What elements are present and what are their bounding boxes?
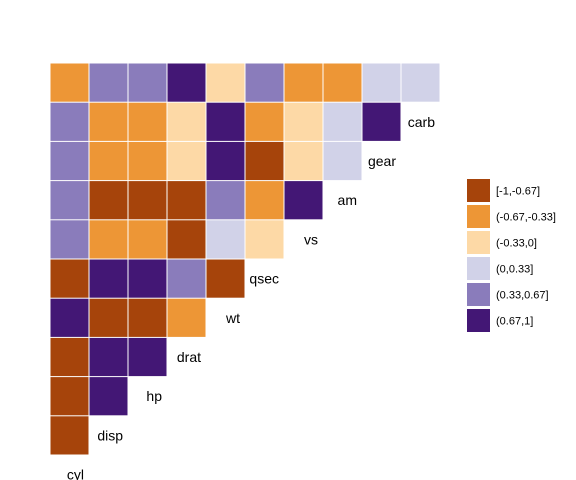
heatmap-cell-cyl-mpg xyxy=(50,416,89,455)
heatmap-cells xyxy=(50,63,440,455)
heatmap-cell-carb-mpg xyxy=(50,63,89,102)
variable-label-qsec: qsec xyxy=(249,271,279,287)
heatmap-cell-carb-drat xyxy=(206,63,245,102)
heatmap-cell-gear-wt xyxy=(245,102,284,141)
heatmap-cell-vs-wt xyxy=(245,181,284,220)
heatmap-cell-carb-gear xyxy=(401,63,440,102)
heatmap-cell-disp-cyl xyxy=(89,377,128,416)
legend-swatch-4 xyxy=(467,283,490,306)
heatmap-cell-vs-disp xyxy=(128,181,167,220)
heatmap-cell-hp-cyl xyxy=(89,337,128,377)
variable-label-am: am xyxy=(338,192,357,208)
heatmap-cell-gear-hp xyxy=(167,102,206,141)
heatmap-cell-gear-cyl xyxy=(89,102,128,141)
heatmap-cell-am-hp xyxy=(167,141,206,181)
legend-swatch-5 xyxy=(467,309,490,332)
heatmap-cell-disp-mpg xyxy=(50,377,89,416)
heatmap-cell-wt-disp xyxy=(128,259,167,298)
variable-label-carb: carb xyxy=(408,114,435,130)
heatmap-cell-carb-cyl xyxy=(89,63,128,102)
heatmap-cell-gear-qsec xyxy=(284,102,323,141)
heatmap-cell-qsec-drat xyxy=(206,220,245,259)
heatmap-cell-gear-disp xyxy=(128,102,167,141)
heatmap-cell-wt-mpg xyxy=(50,259,89,298)
heatmap-cell-qsec-wt xyxy=(245,220,284,259)
heatmap-cell-vs-mpg xyxy=(50,181,89,220)
heatmap-cell-carb-disp xyxy=(128,63,167,102)
heatmap-cell-qsec-mpg xyxy=(50,220,89,259)
heatmap-cell-am-vs xyxy=(323,141,362,181)
legend-label-1: (-0.67,-0.33] xyxy=(496,212,556,224)
legend-label-3: (0,0.33] xyxy=(496,264,533,276)
heatmap-cell-carb-qsec xyxy=(284,63,323,102)
legend-swatch-0 xyxy=(467,179,490,202)
legend: [-1,-0.67] (-0.67,-0.33] (-0.33,0] (0,0.33]… xyxy=(467,179,556,332)
variable-label-drat: drat xyxy=(177,349,201,365)
heatmap-cell-am-wt xyxy=(245,141,284,181)
heatmap-cell-hp-disp xyxy=(128,337,167,377)
heatmap-cell-qsec-cyl xyxy=(89,220,128,259)
heatmap-cell-carb-vs xyxy=(323,63,362,102)
heatmap-cell-carb-am xyxy=(362,63,401,102)
heatmap-cell-drat-hp xyxy=(167,298,206,337)
heatmap-cell-qsec-hp xyxy=(167,220,206,259)
heatmap-cell-am-disp xyxy=(128,141,167,181)
heatmap-cell-vs-hp xyxy=(167,181,206,220)
legend-swatch-2 xyxy=(467,231,490,254)
heatmap-cell-drat-cyl xyxy=(89,298,128,337)
heatmap-cell-hp-mpg xyxy=(50,337,89,377)
heatmap-cell-drat-mpg xyxy=(50,298,89,337)
variable-label-cyl: cyl xyxy=(67,467,84,480)
heatmap-cell-drat-disp xyxy=(128,298,167,337)
heatmap-cell-wt-hp xyxy=(167,259,206,298)
heatmap-cell-am-mpg xyxy=(50,141,89,181)
heatmap-cell-am-qsec xyxy=(284,141,323,181)
legend-label-0: [-1,-0.67] xyxy=(496,186,540,198)
heatmap-cell-am-cyl xyxy=(89,141,128,181)
heatmap-cell-gear-vs xyxy=(323,102,362,141)
variable-label-vs: vs xyxy=(304,231,318,247)
variable-label-gear: gear xyxy=(368,153,396,169)
heatmap-cell-vs-cyl xyxy=(89,181,128,220)
legend-label-2: (-0.33,0] xyxy=(496,238,537,250)
heatmap-cell-gear-drat xyxy=(206,102,245,141)
heatmap-cell-wt-cyl xyxy=(89,259,128,298)
heatmap-cell-vs-qsec xyxy=(284,181,323,220)
heatmap-cell-gear-am xyxy=(362,102,401,141)
variable-label-hp: hp xyxy=(146,388,162,404)
heatmap-cell-wt-drat xyxy=(206,259,245,298)
heatmap-cell-qsec-disp xyxy=(128,220,167,259)
legend-swatch-1 xyxy=(467,205,490,228)
variable-label-wt: wt xyxy=(225,310,240,326)
variable-labels: mpgcyldisphpdratwtqsecvsamgearcarb xyxy=(67,114,435,480)
heatmap-cell-vs-drat xyxy=(206,181,245,220)
heatmap-cell-am-drat xyxy=(206,141,245,181)
legend-swatch-3 xyxy=(467,257,490,280)
heatmap-cell-gear-mpg xyxy=(50,102,89,141)
legend-label-5: (0.67,1] xyxy=(496,316,533,328)
variable-label-disp: disp xyxy=(97,427,123,443)
heatmap-cell-carb-hp xyxy=(167,63,206,102)
legend-label-4: (0.33,0.67] xyxy=(496,290,549,302)
heatmap-cell-carb-wt xyxy=(245,63,284,102)
